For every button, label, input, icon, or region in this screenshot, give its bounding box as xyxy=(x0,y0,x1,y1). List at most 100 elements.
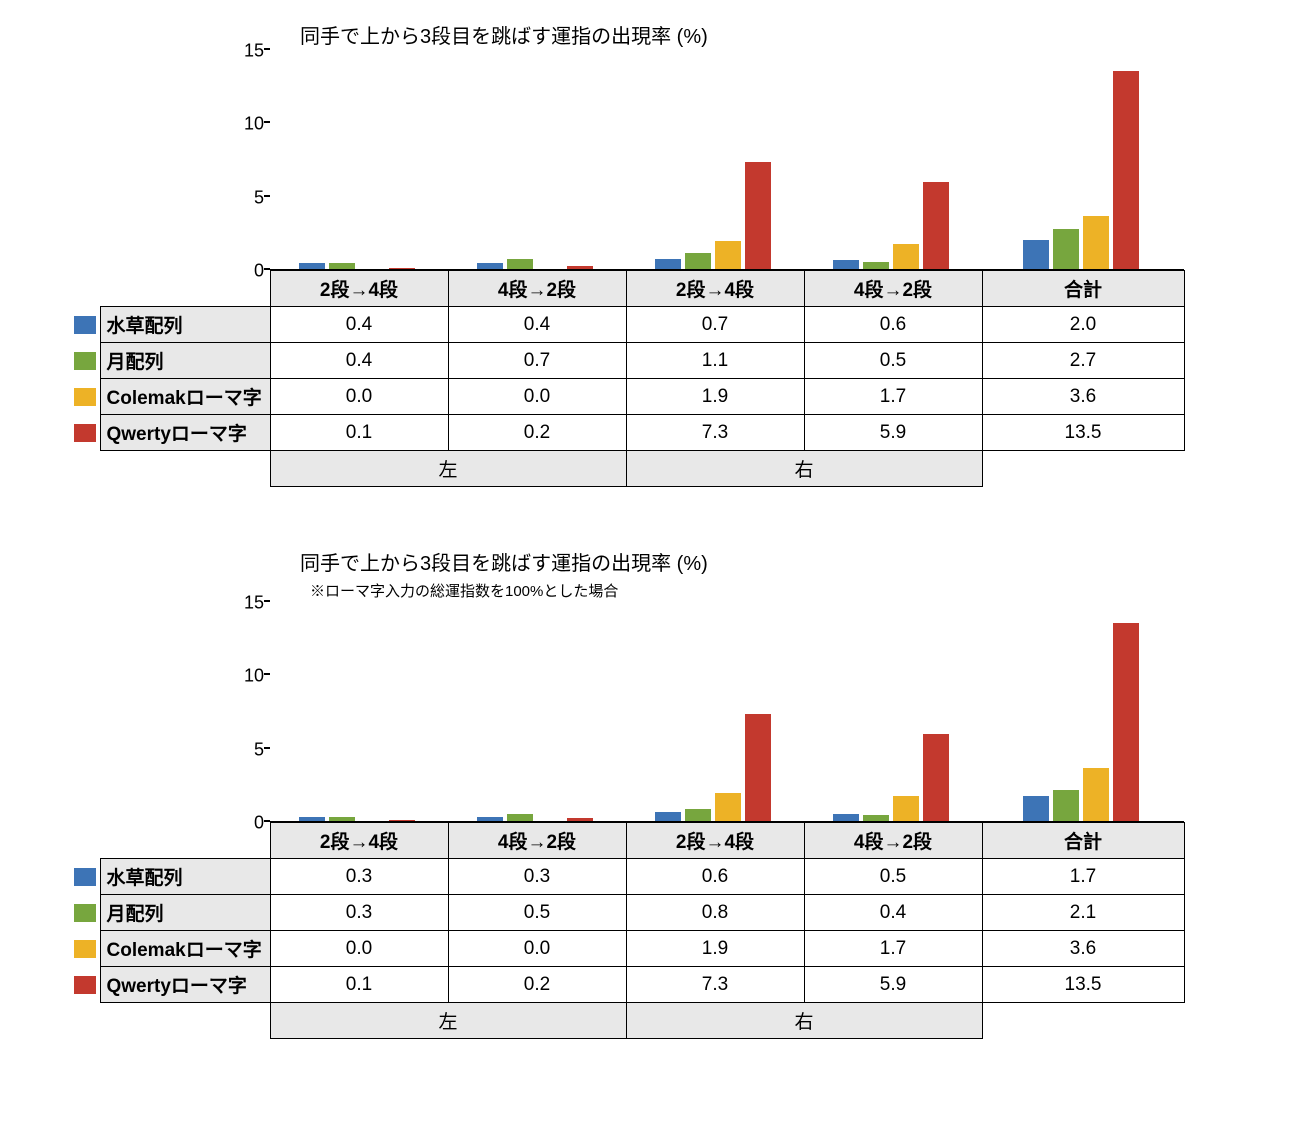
legend-swatch xyxy=(74,316,96,334)
data-cell: 13.5 xyxy=(982,415,1184,451)
bar xyxy=(745,162,771,269)
bar xyxy=(833,260,859,269)
legend-swatch xyxy=(74,352,96,370)
data-cell: 2.0 xyxy=(982,307,1184,343)
column-header: 4段→2段 xyxy=(804,271,982,307)
bar xyxy=(1023,240,1049,269)
bar-group xyxy=(270,49,448,269)
legend-swatch xyxy=(74,868,96,886)
bar xyxy=(507,259,533,269)
footer-group-label: 右 xyxy=(626,1003,982,1039)
column-header: 4段→2段 xyxy=(804,823,982,859)
data-cell: 0.4 xyxy=(270,307,448,343)
data-cell: 1.7 xyxy=(804,931,982,967)
bar xyxy=(477,817,503,821)
chart-block: 同手で上から3段目を跳ばす運指の出現率 (%)0510152段→4段4段→2段2… xyxy=(70,20,1280,487)
bar xyxy=(893,796,919,821)
series-label: 水草配列 xyxy=(100,307,270,343)
data-cell: 0.0 xyxy=(448,379,626,415)
data-cell: 0.7 xyxy=(448,343,626,379)
series-label: 水草配列 xyxy=(100,859,270,895)
legend-swatch xyxy=(74,976,96,994)
bar-group xyxy=(804,49,982,269)
series-label: Colemakローマ字 xyxy=(100,931,270,967)
bar-group xyxy=(626,601,804,821)
y-tick-label: 15 xyxy=(244,41,264,62)
bar-group xyxy=(804,601,982,821)
data-cell: 13.5 xyxy=(982,967,1184,1003)
y-axis: 051015 xyxy=(70,51,270,271)
legend-swatch-cell xyxy=(70,967,100,1003)
bar xyxy=(745,714,771,821)
y-axis: 051015 xyxy=(70,603,270,823)
bar xyxy=(863,815,889,821)
series-label: 月配列 xyxy=(100,343,270,379)
data-cell: 0.5 xyxy=(804,859,982,895)
bar xyxy=(299,817,325,821)
y-tick-label: 10 xyxy=(244,114,264,135)
legend-swatch xyxy=(74,424,96,442)
data-cell: 0.7 xyxy=(626,307,804,343)
blank-cell xyxy=(70,823,100,859)
column-header: 2段→4段 xyxy=(270,271,448,307)
data-cell: 0.1 xyxy=(270,415,448,451)
legend-swatch-cell xyxy=(70,343,100,379)
blank-cell xyxy=(70,451,100,487)
bar xyxy=(477,263,503,269)
y-tick-label: 5 xyxy=(254,187,264,208)
bar-group xyxy=(626,49,804,269)
legend-swatch-cell xyxy=(70,895,100,931)
column-header: 2段→4段 xyxy=(626,271,804,307)
blank-cell xyxy=(100,271,270,307)
series-label: 月配列 xyxy=(100,895,270,931)
column-header: 2段→4段 xyxy=(270,823,448,859)
data-cell: 1.7 xyxy=(982,859,1184,895)
data-cell: 0.2 xyxy=(448,415,626,451)
data-table: 2段→4段4段→2段2段→4段4段→2段合計水草配列0.40.40.70.62.… xyxy=(70,270,1185,487)
bar xyxy=(715,793,741,821)
data-cell: 1.9 xyxy=(626,931,804,967)
bar xyxy=(1083,216,1109,269)
y-tick-label: 15 xyxy=(244,593,264,614)
legend-swatch-cell xyxy=(70,307,100,343)
blank-cell xyxy=(70,271,100,307)
plot-area xyxy=(270,49,1184,271)
data-cell: 0.6 xyxy=(626,859,804,895)
chart-plot-row: 051015 xyxy=(70,601,1280,823)
data-cell: 0.1 xyxy=(270,967,448,1003)
footer-group-label: 左 xyxy=(270,1003,626,1039)
bar xyxy=(329,817,355,821)
chart-subtitle: ※ローマ字入力の総運指数を100%とした場合 xyxy=(310,580,1280,601)
data-cell: 0.3 xyxy=(270,859,448,895)
data-cell: 0.5 xyxy=(448,895,626,931)
bar xyxy=(1023,796,1049,821)
data-cell: 3.6 xyxy=(982,931,1184,967)
bar xyxy=(893,244,919,269)
series-label: Colemakローマ字 xyxy=(100,379,270,415)
footer-group-label: 右 xyxy=(626,451,982,487)
column-header: 2段→4段 xyxy=(626,823,804,859)
bar xyxy=(507,814,533,821)
data-cell: 5.9 xyxy=(804,415,982,451)
data-cell: 2.7 xyxy=(982,343,1184,379)
bar-group xyxy=(270,601,448,821)
data-cell: 0.5 xyxy=(804,343,982,379)
data-cell: 0.4 xyxy=(448,307,626,343)
data-cell: 0.4 xyxy=(804,895,982,931)
data-cell: 7.3 xyxy=(626,967,804,1003)
bar-group xyxy=(982,601,1184,821)
bar-group xyxy=(982,49,1184,269)
chart-title: 同手で上から3段目を跳ばす運指の出現率 (%) xyxy=(300,547,1280,576)
y-tick-label: 0 xyxy=(254,261,264,282)
column-header: 合計 xyxy=(982,823,1184,859)
bar xyxy=(389,820,415,821)
bar-group xyxy=(448,601,626,821)
legend-swatch xyxy=(74,904,96,922)
series-label: Qwertyローマ字 xyxy=(100,415,270,451)
bar xyxy=(329,263,355,269)
blank-cell xyxy=(100,823,270,859)
bar xyxy=(1083,768,1109,821)
data-cell: 5.9 xyxy=(804,967,982,1003)
bar xyxy=(567,818,593,821)
bar xyxy=(389,268,415,269)
